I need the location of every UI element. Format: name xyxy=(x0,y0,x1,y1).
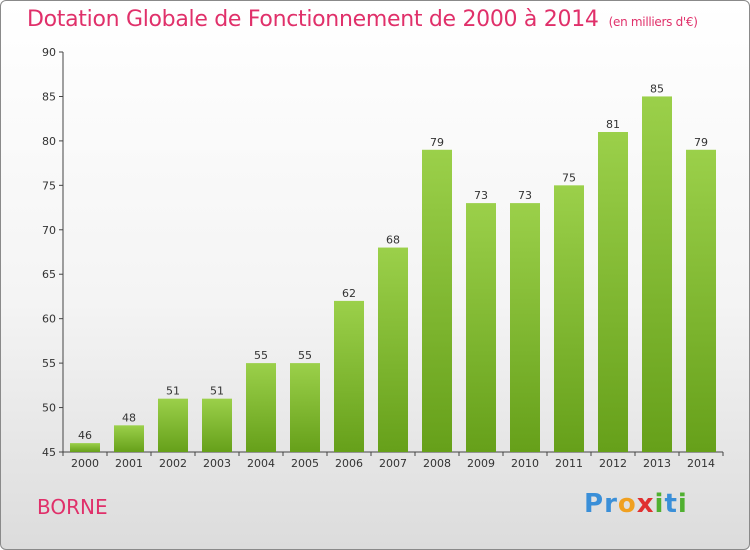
bar-value-label: 73 xyxy=(518,189,532,202)
bar-value-label: 79 xyxy=(430,136,444,149)
bar-value-label: 79 xyxy=(694,136,708,149)
bar xyxy=(246,363,276,452)
y-tick-label: 70 xyxy=(42,224,56,237)
x-tick-label: 2002 xyxy=(159,457,187,470)
y-tick-label: 80 xyxy=(42,135,56,148)
y-tick-label: 65 xyxy=(42,268,56,281)
y-tick-label: 85 xyxy=(42,90,56,103)
bar-value-label: 62 xyxy=(342,287,356,300)
chart-title-text: Dotation Globale de Fonctionnement de 20… xyxy=(27,7,599,32)
x-tick-label: 2009 xyxy=(467,457,495,470)
bar-value-label: 68 xyxy=(386,234,400,247)
bar-value-label: 51 xyxy=(166,385,180,398)
bar-value-label: 75 xyxy=(562,171,576,184)
bar xyxy=(114,425,144,452)
logo-letter: P xyxy=(584,489,605,519)
y-tick-label: 50 xyxy=(42,402,56,415)
x-tick-label: 2014 xyxy=(687,457,715,470)
logo-letter: t xyxy=(664,489,678,519)
x-tick-label: 2011 xyxy=(555,457,583,470)
x-tick-label: 2005 xyxy=(291,457,319,470)
y-tick-label: 75 xyxy=(42,179,56,192)
bar xyxy=(510,203,540,452)
bar xyxy=(422,149,452,452)
y-tick-label: 60 xyxy=(42,313,56,326)
y-tick-label: 45 xyxy=(42,446,56,459)
x-tick-label: 2006 xyxy=(335,457,363,470)
x-tick-label: 2008 xyxy=(423,457,451,470)
bar-value-label: 51 xyxy=(210,385,224,398)
logo-letter: i xyxy=(654,489,665,519)
bar xyxy=(598,132,628,452)
place-name: BORNE xyxy=(37,495,108,519)
bar xyxy=(334,300,364,452)
bar-value-label: 55 xyxy=(254,349,268,362)
y-tick-label: 90 xyxy=(42,46,56,59)
x-tick-label: 2012 xyxy=(599,457,627,470)
x-tick-label: 2013 xyxy=(643,457,671,470)
bar-value-label: 81 xyxy=(606,118,620,131)
proxiti-logo: Proxiti xyxy=(584,489,688,519)
logo-letter: r xyxy=(604,489,618,519)
bar xyxy=(642,96,672,452)
chart-title: Dotation Globale de Fonctionnement de 20… xyxy=(27,7,698,32)
x-tick-label: 2010 xyxy=(511,457,539,470)
logo-letter: i xyxy=(677,489,688,519)
bar xyxy=(202,398,232,452)
bar-value-label: 46 xyxy=(78,429,92,442)
bar-value-label: 85 xyxy=(650,82,664,95)
x-tick-label: 2001 xyxy=(115,457,143,470)
y-tick-label: 55 xyxy=(42,357,56,370)
bar xyxy=(158,398,188,452)
bar-value-label: 73 xyxy=(474,189,488,202)
bar xyxy=(290,363,320,452)
bar xyxy=(554,185,584,453)
x-tick-label: 2004 xyxy=(247,457,275,470)
bar-value-label: 48 xyxy=(122,411,136,424)
bar xyxy=(378,247,408,452)
logo-letter: x xyxy=(636,489,655,519)
bar xyxy=(466,203,496,452)
bar xyxy=(70,443,100,452)
bar xyxy=(686,149,716,452)
logo-letter: o xyxy=(617,489,637,519)
bar-value-label: 55 xyxy=(298,349,312,362)
chart-subtitle: (en milliers d'€) xyxy=(608,15,698,29)
x-tick-label: 2000 xyxy=(71,457,99,470)
x-tick-label: 2007 xyxy=(379,457,407,470)
x-tick-label: 2003 xyxy=(203,457,231,470)
